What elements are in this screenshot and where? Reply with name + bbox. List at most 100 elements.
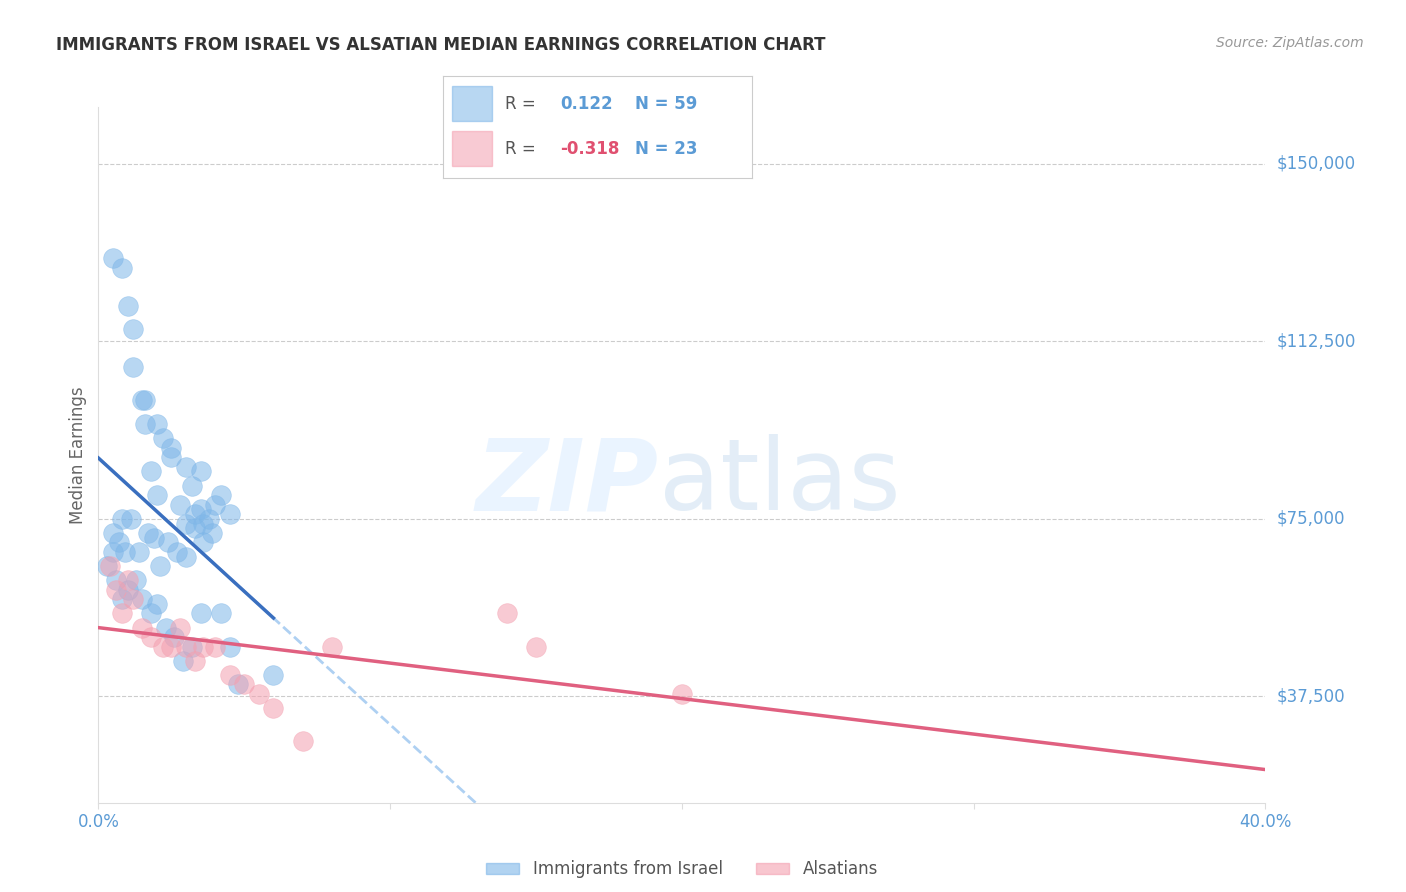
Point: [146, 488, 169, 502]
Point: [134, 393, 156, 408]
Point: [122, 360, 145, 375]
Point: [193, 640, 215, 654]
Point: [101, 526, 124, 541]
Point: [169, 621, 191, 635]
Point: [495, 607, 517, 621]
Point: [117, 574, 139, 588]
Point: [160, 450, 183, 465]
Point: [204, 498, 226, 512]
Text: $37,500: $37,500: [1277, 688, 1346, 706]
Point: [174, 549, 197, 564]
Point: [163, 630, 186, 644]
Y-axis label: Median Earnings: Median Earnings: [69, 386, 87, 524]
Text: $150,000: $150,000: [1277, 155, 1357, 173]
Text: R =: R =: [505, 95, 541, 112]
Point: [193, 535, 215, 549]
Point: [174, 459, 197, 474]
Point: [183, 654, 205, 668]
Point: [125, 574, 148, 588]
Text: N = 23: N = 23: [634, 140, 697, 158]
Point: [524, 640, 547, 654]
Point: [174, 516, 197, 531]
Point: [128, 545, 150, 559]
Point: [122, 592, 145, 607]
Point: [180, 640, 202, 654]
Text: $112,500: $112,500: [1277, 333, 1357, 351]
Point: [190, 465, 212, 479]
Text: 0.122: 0.122: [561, 95, 613, 112]
Point: [101, 252, 124, 266]
Point: [122, 322, 145, 336]
Point: [111, 260, 134, 275]
Point: [96, 559, 118, 574]
Point: [108, 535, 131, 549]
Point: [149, 559, 172, 574]
Point: [247, 687, 270, 701]
Point: [104, 582, 127, 597]
Text: IMMIGRANTS FROM ISRAEL VS ALSATIAN MEDIAN EARNINGS CORRELATION CHART: IMMIGRANTS FROM ISRAEL VS ALSATIAN MEDIA…: [56, 36, 825, 54]
Point: [183, 507, 205, 521]
Point: [139, 630, 162, 644]
Text: $75,000: $75,000: [1277, 510, 1346, 528]
Point: [117, 299, 139, 313]
Text: R =: R =: [505, 140, 541, 158]
Point: [321, 640, 343, 654]
Point: [120, 512, 142, 526]
Text: ZIP: ZIP: [475, 434, 658, 532]
Point: [146, 597, 169, 611]
Text: N = 59: N = 59: [634, 95, 697, 112]
Point: [218, 668, 240, 682]
Point: [233, 677, 256, 691]
Point: [204, 640, 226, 654]
Point: [166, 545, 188, 559]
Point: [190, 502, 212, 516]
Bar: [453, 87, 492, 121]
Point: [671, 687, 693, 701]
Point: [180, 478, 202, 492]
Point: [262, 701, 284, 715]
Point: [152, 431, 174, 445]
Point: [160, 441, 183, 455]
Point: [209, 488, 232, 502]
Point: [111, 592, 134, 607]
Point: [146, 417, 169, 432]
Point: [190, 607, 212, 621]
Point: [152, 640, 174, 654]
Point: [183, 521, 205, 535]
Point: [209, 607, 232, 621]
Point: [142, 531, 165, 545]
Point: [198, 512, 221, 526]
Point: [131, 621, 153, 635]
Point: [262, 668, 284, 682]
Point: [136, 526, 159, 541]
Point: [193, 516, 215, 531]
Point: [98, 559, 121, 574]
Point: [291, 734, 314, 748]
Point: [218, 507, 240, 521]
Point: [201, 526, 224, 541]
Text: -0.318: -0.318: [561, 140, 620, 158]
Point: [111, 607, 134, 621]
Point: [111, 512, 134, 526]
Point: [155, 621, 177, 635]
Point: [139, 465, 162, 479]
Text: Source: ZipAtlas.com: Source: ZipAtlas.com: [1216, 36, 1364, 50]
Text: atlas: atlas: [658, 434, 900, 532]
Point: [172, 654, 194, 668]
Point: [134, 417, 156, 432]
Point: [131, 592, 153, 607]
Point: [218, 640, 240, 654]
Point: [117, 582, 139, 597]
Legend: Immigrants from Israel, Alsatians: Immigrants from Israel, Alsatians: [479, 854, 884, 885]
Point: [174, 640, 197, 654]
Point: [101, 545, 124, 559]
Point: [169, 498, 191, 512]
Point: [160, 640, 183, 654]
Point: [139, 607, 162, 621]
Point: [114, 545, 136, 559]
Point: [131, 393, 153, 408]
Bar: [453, 131, 492, 166]
Point: [104, 574, 127, 588]
Point: [228, 677, 250, 691]
Point: [157, 535, 180, 549]
